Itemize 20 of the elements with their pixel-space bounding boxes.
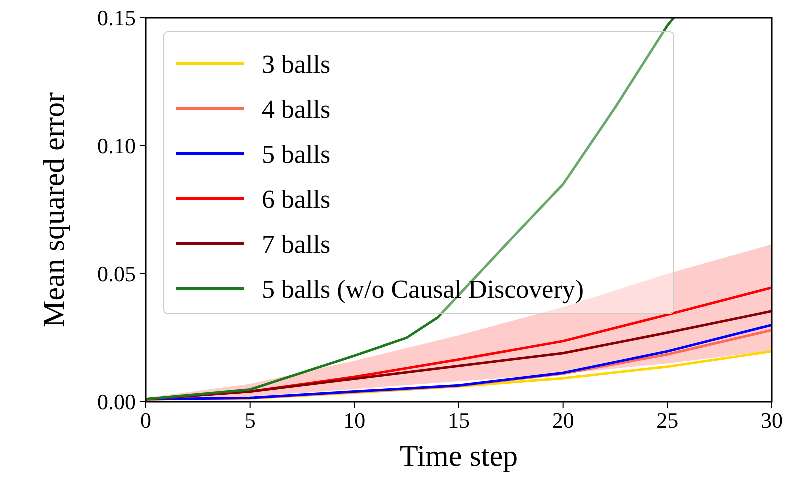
line-series: [146, 18, 676, 401]
x-tick-label: 25: [656, 408, 679, 433]
y-tick-label: 0.15: [98, 6, 136, 31]
legend-label: 5 balls (w/o Causal Discovery): [262, 275, 584, 304]
legend-label: 5 balls: [262, 140, 331, 170]
legend-label: 7 balls: [262, 230, 331, 260]
x-tick-label: 10: [344, 408, 366, 433]
x-tick-label: 15: [448, 408, 470, 433]
x-axis-title: Time step: [400, 440, 518, 473]
y-tick-label: 0.05: [98, 262, 136, 287]
x-tick-label: 20: [552, 408, 574, 433]
legend-label: 3 balls: [262, 50, 331, 80]
x-tick-label: 0: [140, 408, 152, 433]
legend-label: 4 balls: [262, 95, 331, 124]
x-tick-label: 30: [761, 408, 783, 433]
x-tick-label: 5: [244, 408, 256, 433]
y-tick-label: 0.00: [98, 390, 136, 415]
legend-label: 6 balls: [262, 185, 331, 214]
y-tick-label: 0.10: [98, 134, 136, 159]
y-axis-title: Mean squared error: [38, 92, 71, 328]
